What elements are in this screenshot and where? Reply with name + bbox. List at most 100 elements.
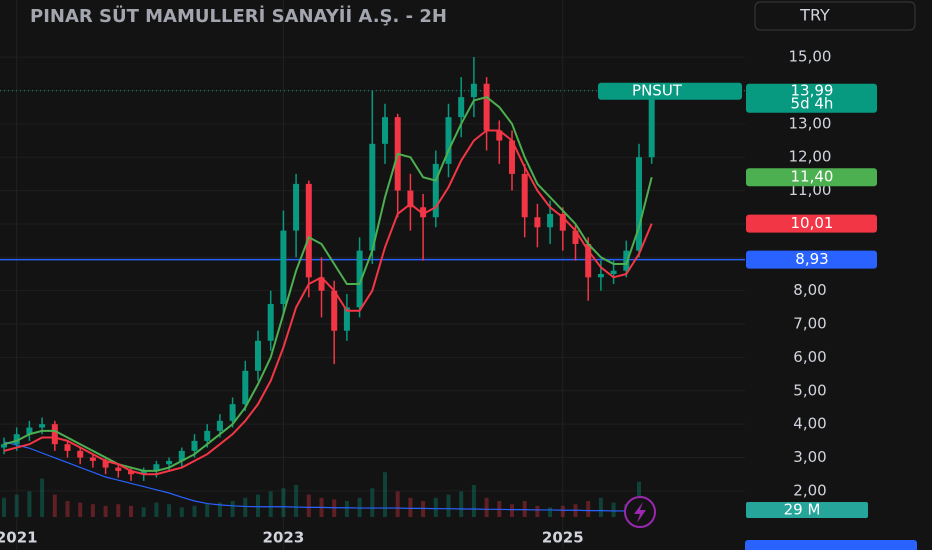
hline-tag: 8,93	[795, 250, 828, 268]
volume-bar	[522, 501, 527, 517]
candle-body	[102, 460, 109, 468]
x-tick-label: 2023	[263, 529, 305, 547]
y-tick-label: 5,00	[793, 381, 826, 399]
volume-tag: 29 M	[784, 501, 821, 519]
candle-body	[648, 90, 655, 158]
candle-body	[293, 183, 300, 231]
candle-body	[77, 450, 84, 458]
candle-body	[331, 290, 338, 331]
volume-bar	[90, 504, 95, 517]
volume-bar	[154, 502, 159, 517]
candle-body	[483, 83, 490, 131]
candle-body	[178, 450, 185, 461]
y-tick-label: 3,00	[793, 448, 826, 466]
volume-bar	[459, 491, 464, 517]
symbol: PNSUT	[632, 81, 683, 99]
candle-body	[559, 213, 566, 231]
candle-body	[420, 207, 427, 218]
candle-body	[407, 190, 414, 208]
x-tick-label: 2021	[0, 529, 38, 547]
y-tick-label: 7,00	[793, 315, 826, 333]
candle-body	[89, 457, 96, 461]
hline-tag-box	[746, 250, 877, 269]
candle-body	[204, 430, 211, 441]
candle-body	[585, 243, 592, 278]
volume-bar	[14, 494, 19, 517]
candle-body	[458, 97, 465, 118]
volume-bar	[408, 497, 413, 517]
volume-bar	[344, 501, 349, 517]
candle-body	[128, 470, 134, 475]
lightning	[634, 502, 646, 523]
candle-body	[572, 230, 579, 244]
candle-body	[597, 273, 604, 278]
candle-body	[356, 250, 363, 308]
candle-body	[610, 270, 617, 274]
volume-bar	[27, 491, 32, 517]
volume-ma-line	[3, 441, 652, 512]
volume-bar	[141, 507, 146, 517]
ma-tag-box	[746, 214, 877, 233]
candle-body	[26, 427, 33, 435]
candle-body	[432, 163, 439, 218]
volume-bar	[433, 497, 438, 517]
candle-body	[267, 304, 274, 341]
chart-title: PINAR SÜT MAMULLERİ SANAYİİ A.Ş. - 2H	[30, 5, 447, 27]
candle-body	[140, 470, 147, 475]
volume-bar	[281, 488, 286, 517]
volume-bar	[205, 504, 210, 517]
candle-body	[229, 404, 236, 421]
volume-bar	[167, 504, 172, 517]
candle-body	[216, 420, 223, 431]
candle-body	[509, 140, 515, 174]
moving-average	[3, 96, 653, 472]
volume-bar	[129, 505, 133, 517]
candle-body	[369, 143, 376, 251]
last-price: 13,99	[791, 81, 834, 99]
volume-bar	[395, 491, 400, 517]
volume-bar	[116, 504, 121, 517]
volume-bar	[40, 478, 45, 517]
volume-bar	[370, 488, 375, 517]
ma-tag-box	[746, 168, 877, 187]
price-layer	[0, 57, 745, 481]
moving-average	[3, 129, 653, 476]
volume-bar	[65, 501, 70, 517]
y-tick-label: 15,00	[789, 48, 832, 66]
ma-tag: 10,01	[791, 214, 834, 232]
volume-bar	[306, 494, 311, 517]
candle-body	[318, 277, 325, 291]
candle-body	[115, 467, 122, 471]
candle-body	[547, 213, 554, 228]
volume-bar	[484, 497, 489, 517]
volume-bar	[421, 501, 426, 517]
currency[interactable]: TRY	[799, 6, 830, 25]
candle-body	[153, 464, 160, 471]
volume-bar	[179, 507, 184, 517]
candle-body	[39, 424, 46, 428]
candle-body	[191, 440, 198, 451]
volume-bar	[268, 491, 273, 517]
y-tick-label: 4,00	[793, 415, 826, 433]
volume-bar	[357, 497, 362, 517]
candle-body	[470, 83, 477, 98]
candle-body	[255, 340, 261, 371]
currency-box[interactable]	[754, 1, 916, 31]
volume-bar	[243, 497, 248, 517]
candle-body	[280, 230, 287, 305]
volume-bar	[560, 505, 565, 517]
candle-body	[496, 130, 503, 141]
candle-body	[1, 444, 7, 448]
volume-bar	[230, 501, 235, 517]
ma-tag: 11,40	[791, 168, 834, 186]
volume-bar	[383, 472, 387, 517]
volume-bar	[510, 504, 514, 517]
last-price-box	[746, 83, 877, 113]
x-tick-label: 2025	[542, 529, 584, 547]
candle-body	[305, 183, 312, 278]
candle-body	[623, 250, 630, 271]
y-tick-label: 8,00	[793, 281, 826, 299]
candle-body	[242, 370, 249, 405]
